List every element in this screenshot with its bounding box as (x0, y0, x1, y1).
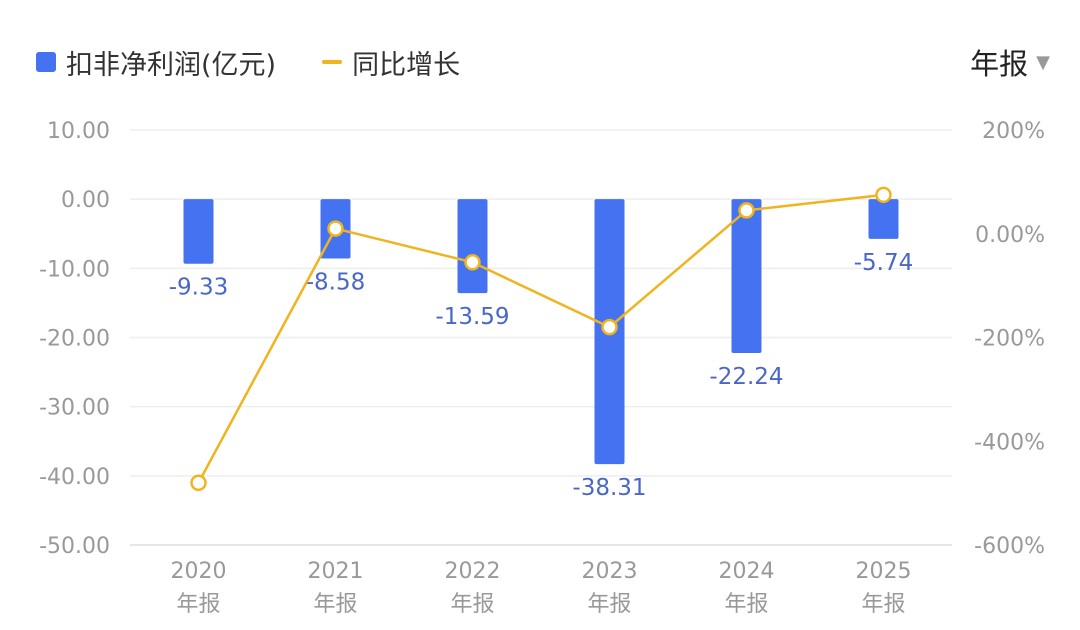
bar (457, 199, 488, 294)
bar-value-label: -13.59 (435, 304, 509, 330)
left-axis-tick-label: -40.00 (39, 465, 110, 490)
bar-value-label: -8.58 (306, 270, 366, 296)
bar-value-label: -5.74 (854, 250, 914, 276)
growth-point (464, 254, 481, 271)
bar-value-label: -22.24 (709, 364, 783, 390)
right-axis-tick-label: -600% (974, 534, 1045, 559)
growth-point (327, 220, 344, 237)
x-axis-tick-label: 2021 (308, 559, 364, 584)
left-axis-tick-label: -30.00 (39, 396, 110, 421)
x-axis-tick-label: 2025 (856, 559, 912, 584)
legend-item-line[interactable]: 同比增长 (322, 43, 460, 82)
right-axis-tick-label: 0.00% (975, 223, 1045, 248)
bar-value-label: -38.31 (572, 475, 646, 501)
legend-item-bar[interactable]: 扣非净利润(亿元) (36, 43, 276, 82)
left-axis-tick-label: -10.00 (39, 257, 110, 282)
x-axis-tick-sublabel: 年报 (587, 592, 631, 617)
x-axis-tick-sublabel: 年报 (724, 592, 768, 617)
x-axis-tick-sublabel: 年报 (176, 592, 220, 617)
left-axis-tick-label: 10.00 (47, 119, 110, 144)
bar (868, 199, 899, 239)
legend-line-swatch (322, 60, 343, 64)
left-axis-tick-label: -20.00 (39, 327, 110, 352)
x-axis-tick-sublabel: 年报 (313, 592, 357, 617)
right-axis-tick-label: 200% (982, 119, 1045, 144)
growth-point (875, 186, 892, 204)
x-axis-tick-label: 2024 (719, 559, 775, 584)
x-axis-tick-label: 2020 (171, 559, 227, 584)
x-axis-tick-label: 2023 (582, 559, 638, 584)
bar (731, 199, 762, 353)
left-axis-tick-label: -50.00 (39, 534, 110, 559)
legend-line-label: 同比增长 (352, 49, 461, 81)
x-axis-tick-label: 2022 (445, 559, 501, 584)
legend-bar-label: 扣非净利润(亿元) (66, 49, 277, 81)
growth-point (190, 474, 207, 491)
bar (183, 199, 214, 264)
growth-point (601, 318, 618, 336)
caret-down-icon: ▼ (1036, 51, 1050, 73)
right-axis-tick-label: -400% (974, 430, 1045, 455)
growth-line (197, 193, 884, 484)
period-selector-label: 年报 (970, 47, 1029, 81)
x-axis-tick-sublabel: 年报 (861, 592, 905, 617)
chart-legend: 扣非净利润(亿元) 同比增长 (36, 42, 506, 82)
right-axis-tick-label: -200% (974, 327, 1045, 352)
legend-bar-swatch (36, 52, 56, 72)
period-selector[interactable]: 年报 ▼ (970, 42, 1050, 82)
growth-point (738, 202, 755, 219)
left-axis-tick-label: 0.00 (61, 188, 110, 213)
x-axis-tick-sublabel: 年报 (450, 592, 494, 617)
bar-value-label: -9.33 (169, 275, 229, 301)
